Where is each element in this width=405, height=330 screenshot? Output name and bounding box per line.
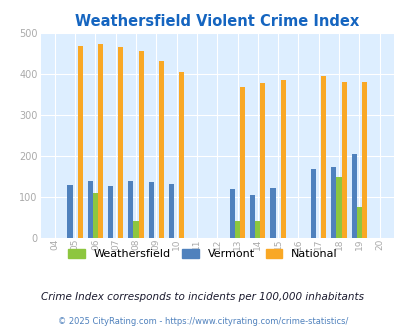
Legend: Weathersfield, Vermont, National: Weathersfield, Vermont, National	[64, 244, 341, 263]
Bar	[361, 82, 366, 238]
Bar	[356, 207, 361, 238]
Bar	[118, 47, 123, 238]
Bar	[351, 154, 356, 238]
Bar	[229, 189, 234, 238]
Bar	[87, 181, 93, 238]
Bar	[280, 81, 285, 238]
Bar	[255, 221, 260, 238]
Bar	[330, 167, 336, 238]
Bar	[108, 186, 113, 238]
Bar	[234, 221, 239, 238]
Text: Crime Index corresponds to incidents per 100,000 inhabitants: Crime Index corresponds to incidents per…	[41, 292, 364, 302]
Bar	[168, 183, 174, 238]
Bar	[336, 177, 341, 238]
Bar	[270, 188, 275, 238]
Bar	[133, 221, 138, 238]
Bar	[77, 46, 83, 238]
Bar	[93, 193, 98, 238]
Bar	[128, 181, 133, 238]
Title: Weathersfield Violent Crime Index: Weathersfield Violent Crime Index	[75, 14, 358, 29]
Text: © 2025 CityRating.com - https://www.cityrating.com/crime-statistics/: © 2025 CityRating.com - https://www.city…	[58, 317, 347, 326]
Bar	[158, 61, 164, 238]
Bar	[249, 195, 255, 238]
Bar	[67, 185, 72, 238]
Bar	[148, 182, 153, 238]
Bar	[320, 76, 326, 238]
Bar	[341, 82, 346, 238]
Bar	[239, 87, 245, 238]
Bar	[98, 44, 103, 238]
Bar	[179, 72, 184, 238]
Bar	[138, 51, 143, 238]
Bar	[260, 83, 265, 238]
Bar	[310, 169, 315, 238]
